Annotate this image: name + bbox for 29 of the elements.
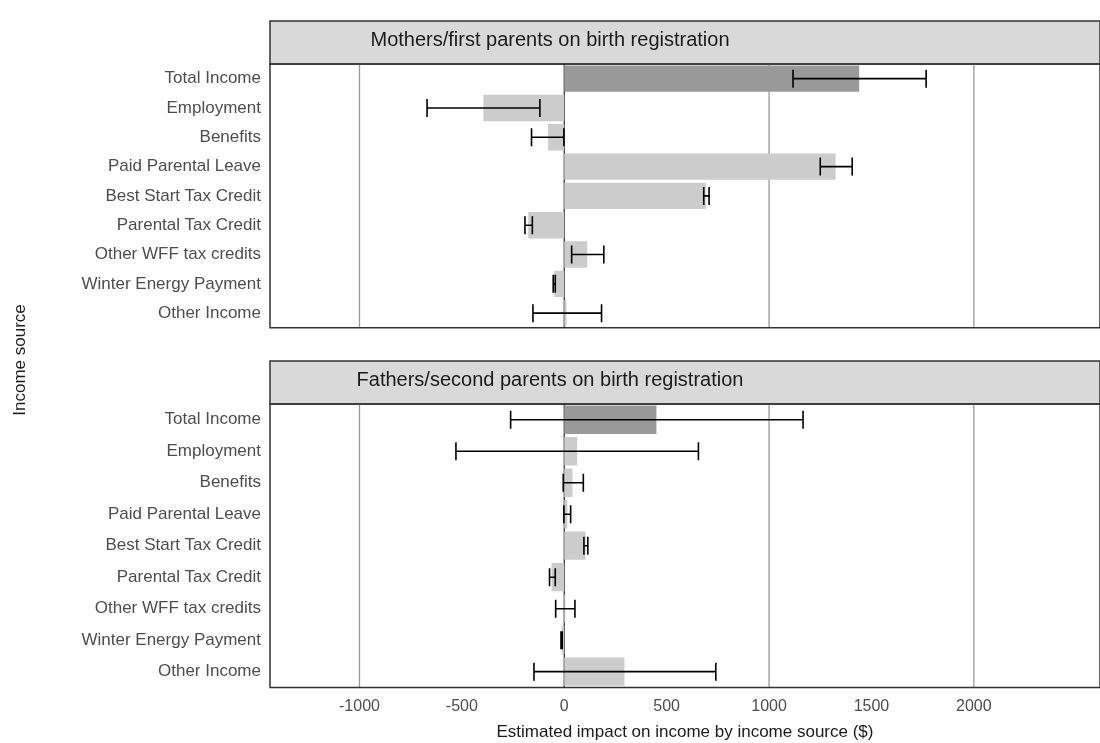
y-tick-label: Employment <box>166 97 262 117</box>
y-tick-label: Best Start Tax Credit <box>105 185 262 205</box>
chart-title: Fathers/second parents on birth registration <box>356 367 744 390</box>
y-tick-label: Other Income <box>158 302 261 322</box>
y-tick-label: Benefits <box>199 472 261 492</box>
x-tick-label: 1500 <box>853 697 890 715</box>
y-tick-label: Total Income <box>164 409 261 429</box>
x-axis-title: Estimated impact on income by income source ($) <box>496 722 874 742</box>
y-tick-label: Best Start Tax Credit <box>105 535 262 555</box>
y-tick-label: Parental Tax Credit <box>116 566 262 586</box>
y-tick-label: Winter Energy Payment <box>81 629 262 649</box>
y-tick-label: Other Income <box>158 661 261 681</box>
x-tick-label: 1000 <box>751 697 787 715</box>
y-tick-label: Benefits <box>199 126 261 146</box>
y-tick-label: Paid Parental Leave <box>107 503 261 523</box>
y-tick-label: Parental Tax Credit <box>116 214 262 234</box>
y-axis-title: Income source <box>10 303 30 418</box>
x-tick-label: -1000 <box>339 697 381 715</box>
y-tick-label: Other WFF tax credits <box>94 598 261 618</box>
y-tick-label: Total Income <box>164 68 261 88</box>
x-tick-label: 0 <box>559 697 569 715</box>
x-tick-label: -500 <box>445 697 478 715</box>
x-tick-label: 2000 <box>956 697 992 715</box>
y-tick-label: Winter Energy Payment <box>81 273 262 293</box>
y-tick-label: Other WFF tax credits <box>94 244 261 264</box>
y-tick-label: Employment <box>166 440 262 460</box>
chart-title: Mothers/first parents on birth registration <box>370 27 730 50</box>
x-tick-label: 500 <box>653 697 681 715</box>
y-tick-label: Paid Parental Leave <box>107 156 261 176</box>
